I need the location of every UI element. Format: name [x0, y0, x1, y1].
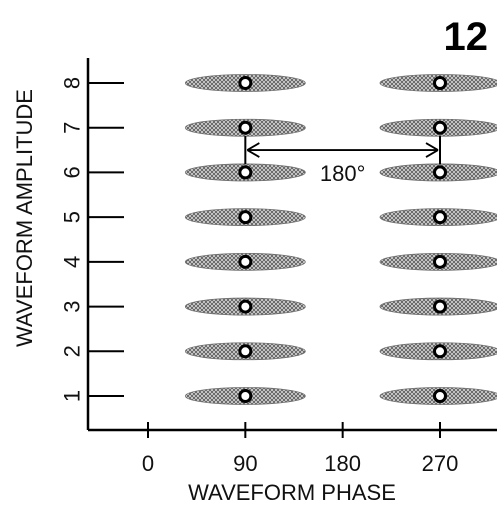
x-tick-label: 180 — [324, 451, 361, 476]
constellation-point — [238, 254, 253, 269]
x-axis-title: WAVEFORM PHASE — [188, 480, 396, 505]
y-tick-label: 7 — [60, 122, 85, 134]
phase-annotation: 180° — [244, 136, 441, 186]
y-tick-group: 1 2 3 4 5 6 7 8 — [60, 77, 124, 402]
y-tick-label: 4 — [60, 256, 85, 268]
constellation-point — [433, 344, 447, 359]
x-tick-label: 270 — [422, 451, 459, 476]
y-tick-label: 1 — [60, 390, 85, 402]
y-tick-label: 2 — [60, 345, 85, 357]
x-tick-label: 90 — [233, 451, 257, 476]
constellation-point — [433, 165, 447, 180]
constellation-point — [433, 389, 447, 403]
annotation-arrowhead-right — [425, 142, 439, 158]
constellation-point — [433, 254, 447, 269]
figure-number: 12 — [444, 15, 489, 59]
cluster-group — [184, 74, 497, 405]
constellation-point — [433, 76, 447, 90]
y-tick-label: 6 — [60, 166, 85, 178]
constellation-point — [238, 210, 253, 225]
constellation-point — [238, 389, 253, 403]
axes — [86, 58, 497, 432]
x-tick-label: 0 — [142, 451, 154, 476]
constellation-point — [238, 299, 253, 314]
constellation-point — [238, 120, 253, 135]
annotation-arrowhead-left — [246, 142, 260, 158]
constellation-point — [433, 120, 447, 135]
constellation-point — [238, 344, 253, 359]
y-tick-label: 5 — [60, 211, 85, 223]
annotation-label: 180° — [320, 161, 366, 186]
constellation-point — [433, 210, 447, 225]
constellation-point — [238, 165, 253, 180]
y-tick-label: 3 — [60, 300, 85, 312]
x-tick-group: 0 90 180 270 — [142, 422, 458, 476]
constellation-point — [238, 76, 253, 90]
y-tick-label: 8 — [60, 77, 85, 89]
constellation-point — [433, 299, 447, 314]
y-axis-title: WAVEFORM AMPLITUDE — [12, 89, 37, 347]
